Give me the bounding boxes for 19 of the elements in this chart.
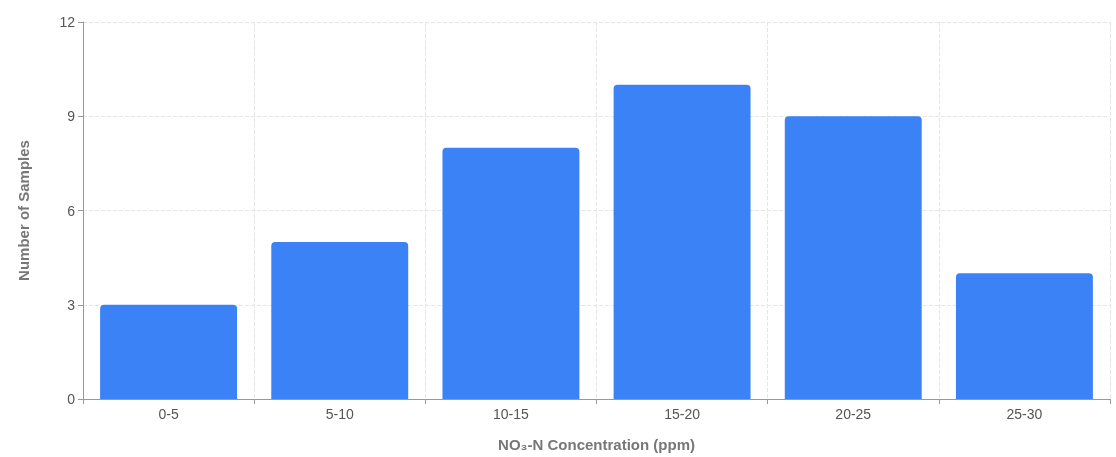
bar: [613, 84, 751, 399]
y-tick-label: 0: [67, 391, 76, 407]
y-axis-title: Number of Samples: [15, 140, 32, 281]
y-tick-label: 9: [67, 108, 76, 125]
x-tick-label: 0-5: [158, 406, 179, 422]
bar: [271, 241, 409, 399]
x-tick-label: 15-20: [664, 406, 701, 422]
y-tick-label: 12: [59, 14, 76, 30]
bar: [955, 273, 1093, 399]
bar: [442, 147, 580, 399]
y-tick-label: 6: [67, 202, 76, 219]
x-tick-label: 5-10: [325, 406, 354, 422]
bar: [100, 304, 238, 399]
bar: [784, 116, 922, 399]
y-tick-label: 3: [67, 296, 76, 313]
x-axis-title: NO₃-N Concentration (ppm): [498, 436, 695, 453]
x-tick-label: 25-30: [1006, 406, 1043, 422]
x-tick-label: 10-15: [493, 406, 530, 422]
x-tick-label: 20-25: [835, 406, 872, 422]
